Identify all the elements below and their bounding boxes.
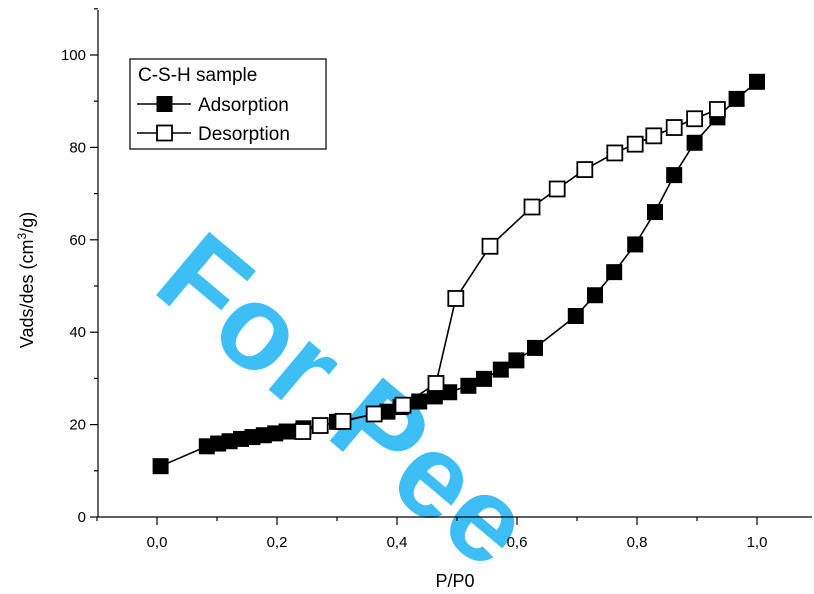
data-point-adsorption — [647, 204, 663, 221]
legend: C-S-H sample Adsorption Desorption — [129, 58, 327, 150]
data-point-desorption — [294, 423, 312, 440]
data-point-adsorption — [666, 167, 683, 184]
legend-marker — [156, 124, 173, 142]
legend-label-desorption: Desorption — [198, 124, 290, 145]
series — [152, 73, 765, 475]
y-axis-title: Vads/des (cm3/g) — [15, 212, 37, 348]
data-point-adsorption — [527, 339, 543, 356]
data-point-adsorption — [606, 264, 623, 281]
data-point-adsorption — [460, 377, 477, 394]
data-point-desorption — [645, 127, 663, 145]
legend-label-adsorption: Adsorption — [198, 95, 289, 116]
data-point-desorption — [481, 237, 499, 255]
data-point-adsorption — [567, 308, 584, 325]
data-point-adsorption — [152, 458, 169, 475]
data-point-desorption — [394, 396, 412, 414]
legend-marker — [156, 96, 173, 112]
data-point-adsorption — [278, 423, 295, 440]
data-point-adsorption — [508, 352, 525, 369]
y-tick-label: 0 — [78, 509, 86, 526]
data-point-adsorption — [627, 236, 644, 253]
y-tick-label: 80 — [69, 139, 86, 156]
data-point-desorption — [427, 375, 445, 392]
x-tick-label: 0,2 — [267, 534, 288, 551]
data-point-desorption — [606, 144, 624, 162]
data-point-desorption — [365, 405, 383, 423]
data-point-desorption — [447, 290, 465, 307]
data-point-adsorption — [492, 361, 509, 378]
data-point-desorption — [548, 180, 566, 198]
data-point-desorption — [709, 101, 726, 118]
data-point-adsorption — [728, 90, 745, 107]
data-point-adsorption — [476, 370, 492, 387]
y-tick-label: 40 — [69, 324, 86, 341]
x-tick-label: 0,0 — [147, 534, 168, 551]
axes: 0 20 40 60 80 100 0,0 0,2 0,4 0,6 0,8 1,0 P/P0 Vads/d… — [15, 8, 812, 591]
watermark-text: For Pee — [133, 207, 556, 593]
x-tick-label: 1,0 — [747, 534, 768, 551]
data-point-adsorption — [749, 73, 765, 90]
x-tick-label: 0,6 — [507, 534, 528, 551]
data-point-adsorption — [411, 393, 428, 410]
y-tick-label: 100 — [61, 47, 86, 64]
data-point-desorption — [686, 110, 703, 128]
data-point-desorption — [311, 417, 329, 434]
data-point-adsorption — [441, 384, 458, 401]
watermark: For Pee — [133, 207, 556, 593]
data-point-desorption — [626, 135, 644, 153]
legend-title: C-S-H sample — [138, 65, 257, 86]
y-tick-label: 20 — [69, 417, 86, 434]
y-tick-label: 60 — [69, 232, 86, 249]
x-tick-label: 0,8 — [627, 534, 648, 551]
data-point-desorption — [523, 198, 541, 216]
data-point-desorption — [576, 161, 594, 178]
data-point-adsorption — [686, 134, 703, 151]
data-point-desorption — [665, 119, 683, 136]
x-tick-label: 0,4 — [387, 534, 408, 551]
data-point-desorption — [334, 412, 352, 430]
x-axis-title: P/P0 — [435, 571, 474, 591]
data-point-adsorption — [587, 287, 603, 304]
